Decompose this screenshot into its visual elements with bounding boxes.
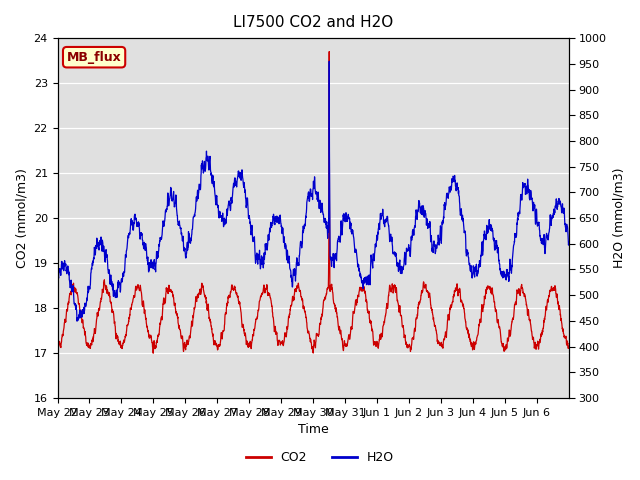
- Title: LI7500 CO2 and H2O: LI7500 CO2 and H2O: [233, 15, 393, 30]
- Legend: CO2, H2O: CO2, H2O: [241, 446, 399, 469]
- Text: MB_flux: MB_flux: [67, 51, 122, 64]
- Y-axis label: H2O (mmol/m3): H2O (mmol/m3): [612, 168, 625, 268]
- X-axis label: Time: Time: [298, 423, 328, 436]
- Y-axis label: CO2 (mmol/m3): CO2 (mmol/m3): [15, 168, 28, 268]
